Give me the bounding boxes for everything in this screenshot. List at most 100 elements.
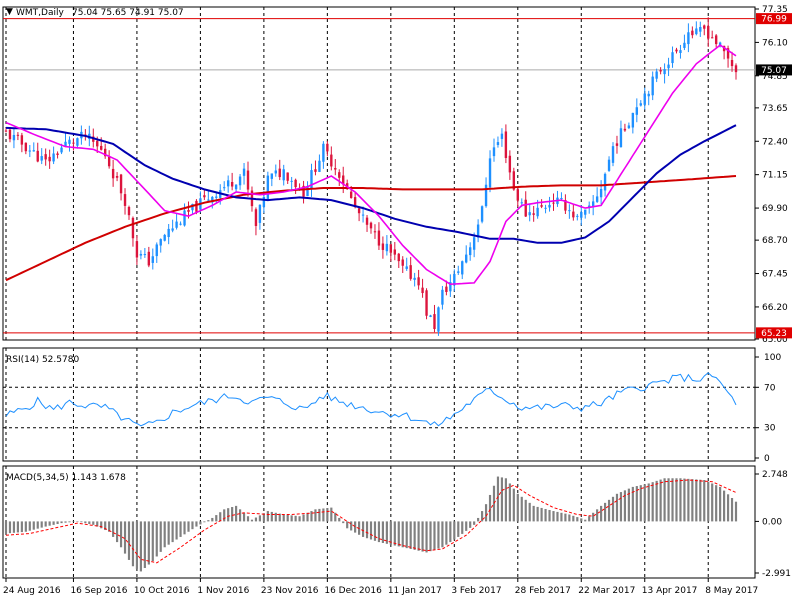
- candle-body: [191, 203, 194, 211]
- macd-bar: [187, 521, 190, 532]
- candle-body: [461, 261, 464, 275]
- candle-body: [488, 158, 492, 188]
- candle-body: [655, 71, 658, 79]
- macd-bar: [4, 521, 8, 534]
- macd-bar: [36, 521, 39, 529]
- candle-body: [286, 172, 289, 181]
- macd-bar: [707, 481, 710, 522]
- candle-body: [151, 256, 154, 263]
- ma-mid-line: [5, 124, 737, 244]
- macd-bar: [484, 504, 488, 522]
- macd-bar: [437, 521, 440, 549]
- candle-body: [16, 134, 20, 136]
- macd-bar: [643, 484, 646, 522]
- macd-bar: [354, 521, 357, 533]
- time-axis: 24 Aug 2016 16 Sep 2016 10 Oct 2016 1 Nov 2…: [3, 578, 758, 596]
- macd-bar: [223, 509, 226, 522]
- macd-bar: [219, 512, 222, 522]
- macd-bar: [401, 521, 404, 548]
- macd-bar: [635, 486, 638, 522]
- high-price-tag: 76.99: [756, 13, 792, 25]
- macd-bar: [298, 516, 301, 522]
- macd-tick-label: 2.748: [762, 470, 788, 480]
- candle-body: [643, 93, 646, 105]
- macd-bar: [135, 521, 139, 569]
- candlesticks: [4, 17, 738, 336]
- time-tick-label: 23 Nov 2016: [261, 586, 319, 596]
- macd-bar: [520, 496, 523, 522]
- candle-body: [306, 187, 309, 197]
- candle-body: [500, 133, 504, 139]
- candle-body: [528, 212, 531, 216]
- candle-body: [552, 202, 555, 204]
- macd-bar: [548, 510, 551, 522]
- macd-bar: [80, 521, 83, 523]
- macd-bar: [532, 505, 535, 522]
- candle-body: [369, 222, 373, 229]
- candle-body: [100, 145, 103, 150]
- macd-bar: [334, 512, 337, 522]
- macd-bar: [115, 521, 119, 543]
- macd-histogram: [4, 476, 738, 572]
- candle-body: [631, 112, 635, 128]
- macd-bar: [183, 521, 186, 535]
- macd-bar: [397, 521, 400, 547]
- macd-bar: [12, 521, 16, 533]
- macd-bar: [52, 521, 55, 525]
- candle-body: [508, 155, 512, 173]
- candle-body: [536, 207, 539, 217]
- macd-bar: [536, 506, 539, 522]
- macd-bar: [457, 521, 460, 537]
- candle-body: [524, 199, 527, 217]
- candle-body: [357, 208, 361, 214]
- candle-body: [64, 141, 67, 147]
- candle-body: [683, 42, 686, 48]
- time-tick-label: 11 Jan 2017: [388, 586, 442, 596]
- macd-signal-line: [5, 479, 737, 564]
- dropdown-arrow-icon[interactable]: ▼: [6, 7, 13, 17]
- candle-body: [611, 146, 615, 163]
- macd-bar: [326, 508, 329, 522]
- macd-bar: [445, 521, 448, 545]
- candle-body: [254, 209, 258, 226]
- time-tick-label: 24 Aug 2016: [3, 586, 61, 596]
- macd-bar: [365, 521, 369, 539]
- candle-body: [512, 171, 516, 190]
- macd-bar: [246, 516, 250, 522]
- macd-bar: [627, 488, 630, 522]
- candle-body: [635, 107, 639, 115]
- price-tick-label: 76.10: [762, 38, 788, 48]
- macd-bar: [306, 512, 309, 522]
- candle-body: [385, 243, 389, 252]
- macd-bar: [195, 521, 198, 527]
- candle-body: [564, 200, 567, 211]
- candle-body: [691, 30, 694, 36]
- macd-tick-label: 0.00: [762, 517, 782, 527]
- macd-bar: [417, 521, 420, 551]
- macd-bar: [504, 478, 507, 522]
- rsi-axis: 100 70 30 0: [755, 353, 781, 464]
- candle-body: [595, 196, 599, 202]
- macd-bar: [60, 521, 63, 524]
- candle-body: [211, 196, 214, 203]
- macd-bar: [691, 479, 694, 522]
- macd-bar: [564, 513, 567, 522]
- candle-body: [119, 174, 123, 194]
- candle-body: [290, 180, 293, 182]
- candle-body: [278, 168, 281, 178]
- candle-body: [615, 143, 619, 146]
- candle-body: [223, 187, 226, 189]
- macd-bar: [730, 497, 734, 522]
- candle-body: [453, 273, 456, 286]
- ma-fast-line: [5, 44, 737, 286]
- macd-bar: [361, 521, 365, 537]
- macd-bar: [294, 515, 297, 522]
- ohlc-values: 75.04 75.65 74.91 75.07: [72, 8, 184, 18]
- candle-body: [207, 199, 210, 201]
- candle-body: [377, 230, 381, 246]
- macd-bar: [651, 482, 654, 522]
- time-tick-label: 13 Apr 2017: [642, 586, 698, 596]
- candle-body: [687, 32, 690, 45]
- candle-body: [302, 185, 305, 197]
